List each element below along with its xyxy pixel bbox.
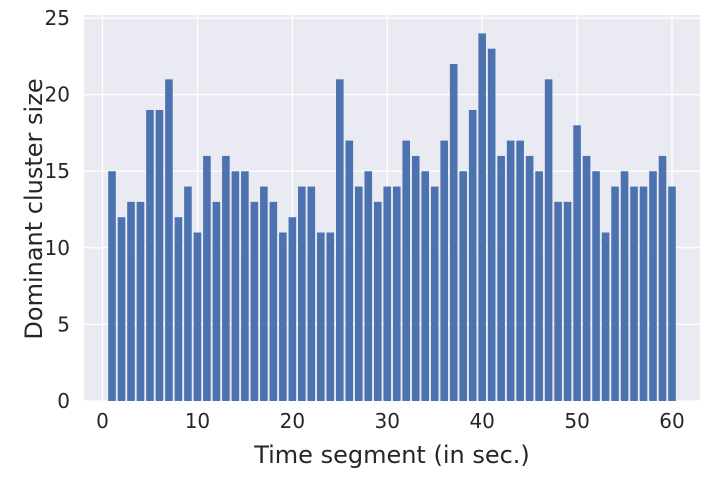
x-axis-title: Time segment (in sec.) [253,441,530,469]
x-tick-label: 50 [564,409,589,433]
bar [402,140,411,401]
x-tick-label: 0 [96,409,109,433]
bar [269,201,278,401]
bar [392,186,401,401]
bar [212,201,221,401]
bar [487,48,496,401]
bar [174,217,183,401]
bar [336,79,344,401]
bar [411,155,420,401]
y-tick-label: 20 [45,83,70,107]
x-tick-label: 60 [659,409,684,433]
bar [184,186,192,401]
bar [108,171,116,401]
bar [563,201,572,401]
bar [573,125,581,402]
bar [535,171,543,401]
bar [383,186,392,401]
bar [430,186,439,401]
bar [193,232,202,401]
bar [601,232,610,401]
bar [231,171,240,401]
x-axis-ticks: 0 10 20 30 40 50 60 [96,409,685,433]
y-tick-label: 10 [45,236,70,260]
bar [630,186,638,401]
bar [127,201,135,401]
bar [592,171,600,401]
bar [554,201,562,401]
bar [298,186,306,401]
bar [260,186,268,401]
bar [649,171,657,401]
y-axis-ticks: 0 5 10 15 20 25 [45,6,70,413]
bar [611,186,619,401]
bar [516,140,524,401]
bar [241,171,249,401]
bar [582,155,591,401]
bar [165,79,173,401]
bar [449,64,458,402]
x-tick-label: 20 [280,409,305,433]
bar [506,140,515,401]
bar [421,171,430,401]
bar [525,155,534,401]
bar [326,232,335,401]
y-tick-label: 15 [45,159,70,183]
bar [497,155,505,401]
bar [544,79,553,401]
bar [288,217,297,401]
bar [279,232,287,401]
bar [459,171,467,401]
y-tick-label: 25 [45,6,70,30]
bar [345,140,354,401]
x-tick-label: 30 [375,409,400,433]
bar [364,171,373,401]
bar [222,155,230,401]
x-tick-label: 40 [469,409,494,433]
bar [354,186,363,401]
bar [146,109,154,401]
y-axis-title: Dominant cluster size [20,78,48,339]
bar [468,109,477,401]
bar [478,33,486,401]
bars [108,33,676,402]
bar [117,217,126,401]
bar [136,201,145,401]
bar [373,201,382,401]
bar [307,186,316,401]
y-tick-label: 5 [57,312,70,336]
bar [668,186,676,401]
bar [620,171,629,401]
bar [317,232,325,401]
bar [250,201,259,401]
y-tick-label: 0 [57,389,70,413]
bar [155,109,164,401]
bar [203,155,211,401]
x-tick-label: 10 [185,409,210,433]
bar [658,155,667,401]
bar [639,186,648,401]
bar [440,140,448,401]
